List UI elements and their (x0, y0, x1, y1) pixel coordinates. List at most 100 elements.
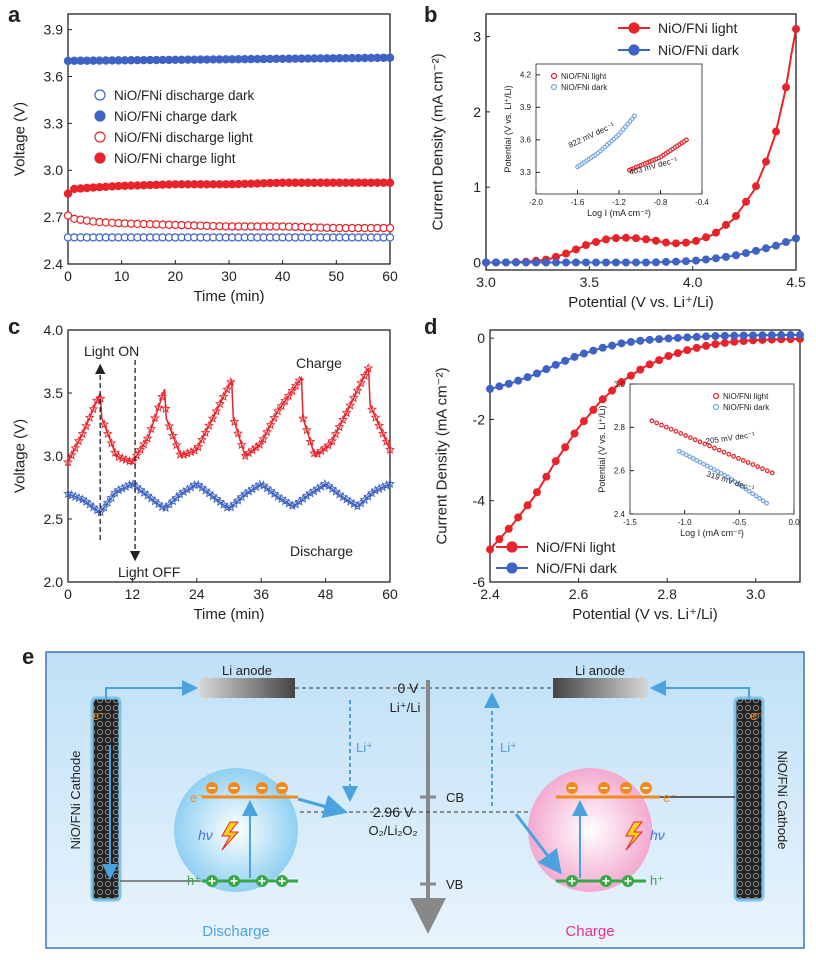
discharge-sphere (174, 768, 298, 892)
c-data-point (366, 404, 377, 414)
c-data-point (338, 491, 348, 502)
b-data-point (641, 235, 650, 244)
c-charge-label: Charge (296, 355, 342, 371)
d-data-point (711, 340, 720, 349)
d-data-point (608, 386, 617, 395)
c-data-point (294, 375, 305, 385)
c-data-point (327, 436, 338, 446)
d-inset-data-point (753, 493, 759, 499)
b-data-point (482, 258, 491, 267)
d-inset-plot-frame (629, 383, 795, 515)
c-data-point (243, 447, 254, 458)
c-data-point (341, 407, 352, 418)
charge-photon-label: hν (650, 827, 665, 843)
discharge-photon-label: hν (198, 827, 213, 843)
c-data-point (113, 485, 124, 495)
d-data-point (720, 331, 729, 340)
c-data-point (175, 489, 186, 499)
d-data-point (767, 331, 776, 340)
d-inset-data-point (755, 464, 761, 470)
d-data-point (730, 331, 739, 340)
d-inset-data-point (740, 458, 746, 463)
b-data-point (611, 234, 620, 243)
c-data-point (381, 480, 392, 490)
d-inset-data-point (712, 445, 717, 451)
c-data-point (160, 403, 171, 413)
c-data-point (374, 483, 385, 494)
d-data-point (570, 352, 579, 361)
b-data-point (741, 197, 750, 206)
b-data-point (741, 249, 750, 258)
chart-b: 3.0 3.5 4.0 4.5 0 1 2 3 Potential (V vs. Li⁺/Li)… (430, 13, 806, 311)
d-inset-data-point (676, 448, 682, 454)
d-y-tick-label: 0 (477, 330, 485, 346)
d-inset-tafel-light: 205 mV dec⁻¹ (705, 430, 756, 446)
b-data-point (502, 258, 511, 267)
b-legend-marker (628, 44, 640, 56)
d-inset-legend-marker (712, 403, 720, 411)
d-plot-frame (489, 329, 801, 583)
d-data-point (626, 337, 635, 346)
d-data-point (655, 356, 664, 365)
c-data-point (77, 494, 88, 504)
c-data-point (316, 445, 327, 456)
d-data-point (486, 545, 495, 554)
b-data-point (771, 127, 780, 136)
d-data-point (655, 335, 664, 344)
c-data-point (149, 413, 160, 423)
c-data-point (283, 498, 294, 508)
b-inset-y-tick-label: 3.9 (520, 103, 532, 112)
charge-holes (566, 875, 634, 887)
d-data-point (749, 331, 758, 340)
d-inset-data-point (731, 453, 737, 459)
c-y-tick-label: 4.0 (44, 322, 64, 338)
d-inset-data-point (721, 449, 727, 455)
a-y-axis-label: Voltage (V) (12, 102, 29, 176)
d-inset-data-point (692, 437, 698, 443)
c-data-point (348, 498, 359, 509)
diagram-frame (45, 651, 805, 949)
d-legend-marker (506, 562, 518, 574)
a-legend-marker (94, 131, 106, 143)
c-data-point (301, 424, 312, 435)
d-legend-label: NiO/FNi dark (536, 560, 618, 576)
d-data-point (664, 334, 673, 343)
panel-label-e: e (22, 644, 34, 669)
li-ref-label: Li⁺/Li (390, 700, 421, 715)
d-inset-data-point (690, 456, 696, 461)
d-legend-label: NiO/FNi light (536, 539, 615, 555)
c-data-point (323, 440, 334, 450)
panel-label-a: a (8, 2, 21, 27)
b-data-point (531, 258, 540, 267)
d-inset-data-point (708, 465, 714, 471)
c-data-point (182, 448, 193, 458)
d-data-point (589, 346, 598, 355)
c-data-point (374, 420, 385, 430)
d-data-point (561, 443, 570, 452)
b-inset-y-tick-label: 3.6 (520, 136, 532, 145)
b-y-tick-label: 3 (473, 28, 481, 44)
c-data-point (182, 484, 193, 494)
c-data-point (269, 412, 280, 423)
c-x-tick-label: 36 (253, 586, 269, 602)
d-data-point (795, 330, 804, 339)
d-y-axis-label: Current Density (mA cm⁻²) (434, 367, 451, 544)
b-data-point (581, 258, 590, 267)
d-inset-data-point (663, 424, 669, 430)
c-data-point (243, 486, 254, 496)
cathode-right-label: NiO/FNi Cathode (775, 751, 790, 850)
c-data-point (102, 428, 113, 439)
d-inset-data-point (701, 461, 707, 467)
d-inset-data-point (725, 474, 731, 480)
d-data-point (561, 356, 570, 365)
b-y-tick-label: 0 (473, 254, 481, 270)
b-x-tick-label: 4.0 (683, 274, 703, 290)
d-inset-data-point (736, 481, 742, 487)
c-data-point (120, 481, 131, 491)
b-legend-marker (628, 22, 640, 34)
c-x-tick-label: 48 (318, 586, 334, 602)
b-data-point (791, 234, 800, 243)
a-x-tick-label: 50 (329, 268, 345, 284)
a-legend-label: NiO/FNi discharge dark (114, 88, 255, 103)
